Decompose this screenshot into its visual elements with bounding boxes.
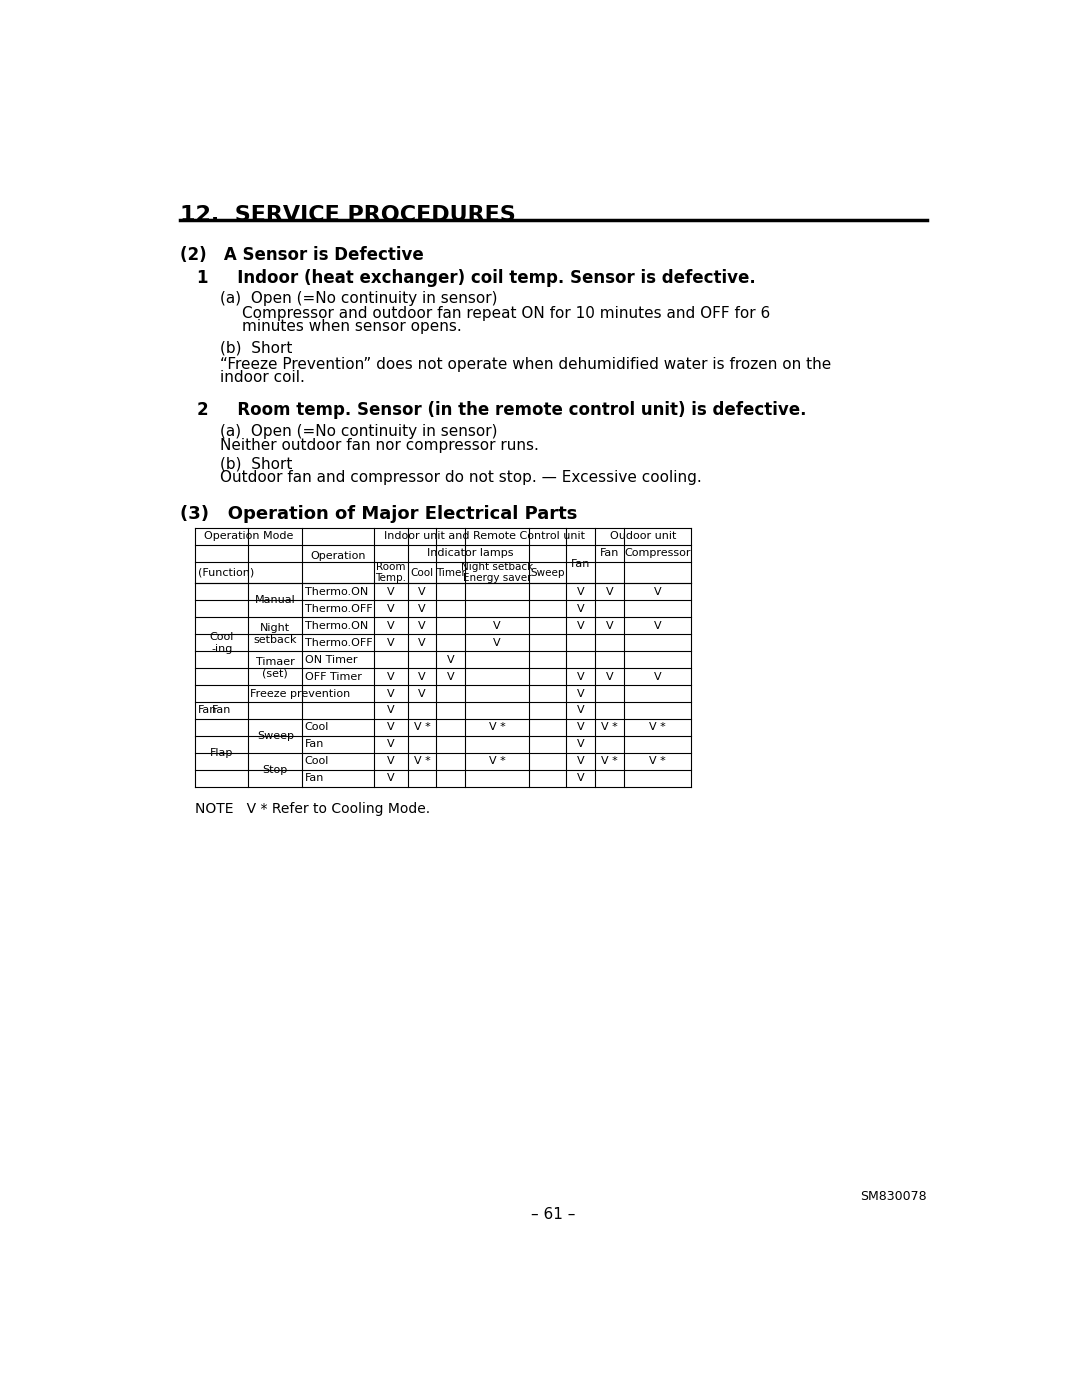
Text: – 61 –: – 61 – (531, 1207, 576, 1222)
Text: V: V (418, 604, 426, 613)
Text: V: V (418, 587, 426, 597)
Text: V: V (387, 689, 394, 698)
Text: V: V (577, 604, 584, 613)
Text: “Freeze Prevention” does not operate when dehumidified water is frozen on the: “Freeze Prevention” does not operate whe… (220, 358, 832, 372)
Text: Fan: Fan (212, 705, 231, 715)
Text: Night
setback: Night setback (254, 623, 297, 645)
Text: Fan: Fan (305, 739, 324, 749)
Text: (a)  Open (=No continuity in sensor): (a) Open (=No continuity in sensor) (220, 425, 498, 439)
Text: Timer: Timer (436, 567, 465, 578)
Text: V: V (577, 689, 584, 698)
Text: Thermo.ON: Thermo.ON (305, 587, 368, 597)
Text: V: V (387, 637, 394, 648)
Text: V: V (653, 620, 662, 631)
Text: V: V (653, 587, 662, 597)
Text: V: V (577, 774, 584, 784)
Text: Neither outdoor fan nor compressor runs.: Neither outdoor fan nor compressor runs. (220, 437, 539, 453)
Text: Fan: Fan (305, 774, 324, 784)
Text: (b)  Short: (b) Short (220, 341, 293, 356)
Text: V: V (606, 587, 613, 597)
Text: Flap: Flap (211, 747, 233, 757)
Text: Cool: Cool (410, 567, 434, 578)
Text: 2     Room temp. Sensor (in the remote control unit) is defective.: 2 Room temp. Sensor (in the remote contr… (197, 401, 807, 419)
Text: Compressor: Compressor (624, 549, 691, 559)
Text: V: V (653, 672, 662, 682)
Text: Sweep: Sweep (257, 731, 294, 740)
Text: OFF Timer: OFF Timer (305, 672, 362, 682)
Text: V: V (494, 637, 501, 648)
Text: V: V (387, 774, 394, 784)
Text: minutes when sensor opens.: minutes when sensor opens. (242, 320, 462, 334)
Text: Room
Temp.: Room Temp. (375, 562, 406, 584)
Text: V: V (447, 655, 455, 665)
Text: (b)  Short: (b) Short (220, 457, 293, 471)
Text: V: V (418, 689, 426, 698)
Text: Cool: Cool (305, 756, 329, 767)
Text: V: V (387, 756, 394, 767)
Text: Indicator lamps: Indicator lamps (427, 549, 513, 559)
Text: 12.  SERVICE PROCEDURES: 12. SERVICE PROCEDURES (180, 204, 516, 225)
Text: V: V (387, 672, 394, 682)
Text: ON Timer: ON Timer (305, 655, 357, 665)
Text: V *: V * (414, 722, 431, 732)
Text: V: V (387, 620, 394, 631)
Text: Thermo.OFF: Thermo.OFF (305, 637, 373, 648)
Text: Compressor and outdoor fan repeat ON for 10 minutes and OFF for 6: Compressor and outdoor fan repeat ON for… (242, 306, 770, 321)
Text: (2)   A Sensor is Defective: (2) A Sensor is Defective (180, 246, 423, 264)
Text: Sweep: Sweep (530, 567, 565, 578)
Text: Timaer
(set): Timaer (set) (256, 658, 295, 679)
Text: V *: V * (600, 756, 618, 767)
Text: NOTE   V * Refer to Cooling Mode.: NOTE V * Refer to Cooling Mode. (195, 802, 431, 816)
Text: Freeze prevention: Freeze prevention (251, 689, 351, 698)
Text: V: V (447, 672, 455, 682)
Text: V: V (387, 722, 394, 732)
Text: Oudoor unit: Oudoor unit (610, 531, 676, 542)
Text: Stop: Stop (262, 764, 288, 775)
Text: V *: V * (414, 756, 431, 767)
Text: Outdoor fan and compressor do not stop. — Excessive cooling.: Outdoor fan and compressor do not stop. … (220, 471, 702, 485)
Text: V: V (577, 672, 584, 682)
Text: V: V (387, 739, 394, 749)
Text: Thermo.ON: Thermo.ON (305, 620, 368, 631)
Text: 1     Indoor (heat exchanger) coil temp. Sensor is defective.: 1 Indoor (heat exchanger) coil temp. Sen… (197, 270, 756, 288)
Text: Cool: Cool (305, 722, 329, 732)
Text: Thermo.OFF: Thermo.OFF (305, 604, 373, 613)
Text: Fan: Fan (198, 705, 217, 715)
Text: Night setback
Energy saver: Night setback Energy saver (461, 562, 534, 584)
Text: Manual: Manual (255, 595, 296, 605)
Text: Fan: Fan (570, 559, 590, 569)
Text: V *: V * (649, 756, 666, 767)
Text: Fan: Fan (599, 549, 619, 559)
Text: Indoor unit and Remote Control unit: Indoor unit and Remote Control unit (383, 531, 584, 542)
Text: (3)   Operation of Major Electrical Parts: (3) Operation of Major Electrical Parts (180, 504, 578, 522)
Text: V: V (387, 705, 394, 715)
Text: (Function): (Function) (198, 567, 254, 578)
Text: SM830078: SM830078 (861, 1190, 927, 1203)
Text: V: V (418, 620, 426, 631)
Text: V *: V * (600, 722, 618, 732)
Text: Cool
-ing: Cool -ing (210, 631, 234, 654)
Text: V: V (577, 756, 584, 767)
Text: V: V (577, 620, 584, 631)
Text: V: V (606, 620, 613, 631)
Text: V: V (387, 604, 394, 613)
Text: V: V (577, 722, 584, 732)
Text: V: V (494, 620, 501, 631)
Text: V *: V * (649, 722, 666, 732)
Text: V *: V * (488, 722, 505, 732)
Text: V *: V * (488, 756, 505, 767)
Text: V: V (418, 637, 426, 648)
Text: V: V (577, 705, 584, 715)
Text: indoor coil.: indoor coil. (220, 370, 306, 386)
Text: Operation: Operation (310, 550, 366, 560)
Text: V: V (577, 587, 584, 597)
Text: (a)  Open (=No continuity in sensor): (a) Open (=No continuity in sensor) (220, 291, 498, 306)
Text: V: V (387, 587, 394, 597)
Text: V: V (418, 672, 426, 682)
Text: V: V (606, 672, 613, 682)
Text: V: V (577, 739, 584, 749)
Text: Operation Mode: Operation Mode (204, 531, 294, 542)
